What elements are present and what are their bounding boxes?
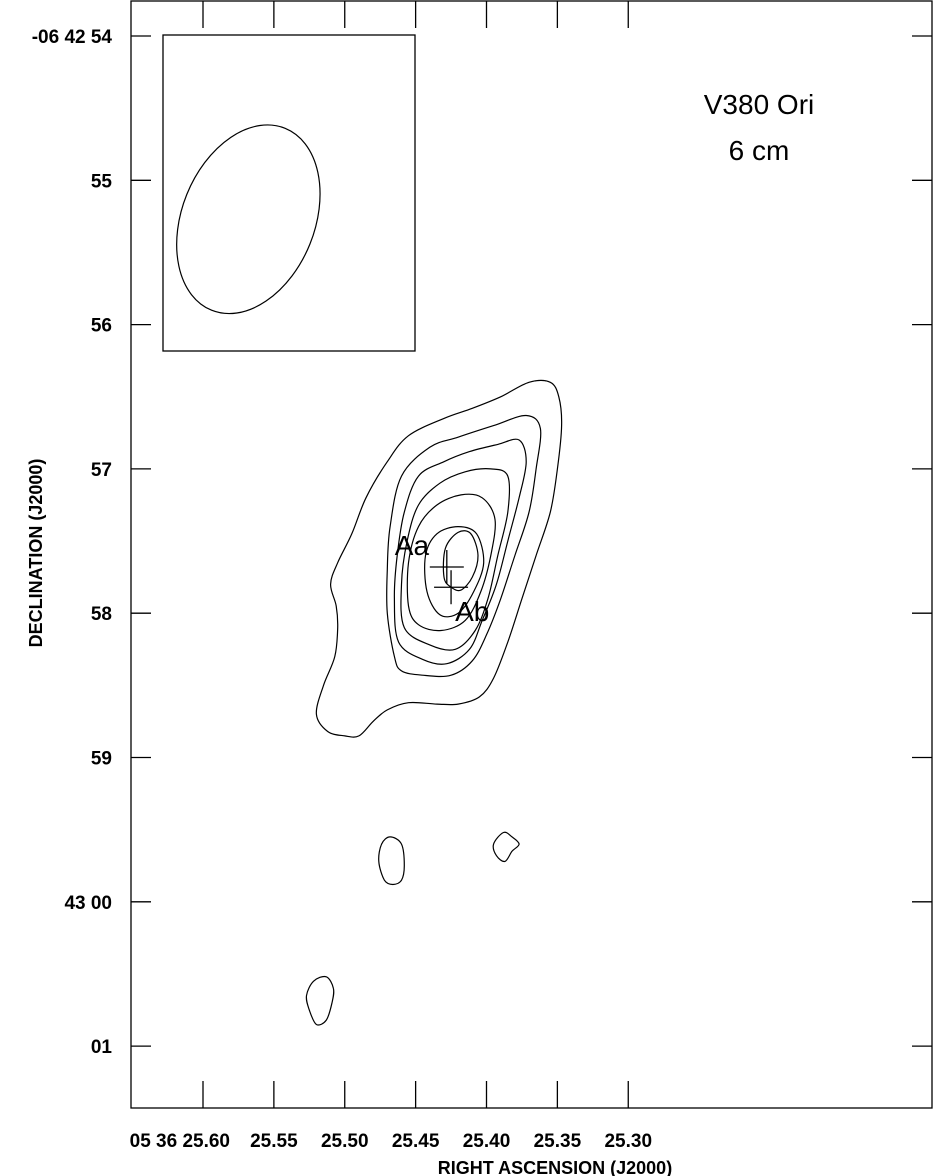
contour-level-4: [400, 468, 511, 651]
contour-level-6: [424, 525, 485, 618]
title-line-1: V380 Ori: [704, 89, 815, 120]
x-tick-label-5: 25.35: [534, 1131, 582, 1152]
y-tick-label-3: 57: [91, 460, 112, 481]
y-tick-label-0: -06 42 54: [32, 27, 113, 48]
source-label-Ab: Ab: [455, 596, 489, 627]
x-axis-title: RIGHT ASCENSION (J2000): [438, 1158, 672, 1176]
beam-inset-box: [162, 34, 416, 352]
beam-inset: [162, 34, 416, 352]
contour-level-1: [315, 379, 563, 738]
contour-level-3: [393, 438, 527, 665]
contour-blob-2: [492, 831, 520, 863]
x-tick-labels: 05 36 25.60 25.55 25.50 25.45 25.40 25.35 25.3…: [130, 1131, 652, 1152]
contour-blob-1: [378, 836, 405, 886]
y-tick-label-4: 58: [91, 604, 112, 625]
plot-frame: [130, 0, 933, 1109]
y-tick-label-7: 01: [91, 1037, 113, 1058]
y-tick-label-5: 59: [91, 749, 112, 770]
sources-layer: Aa Ab: [395, 530, 490, 627]
x-tick-label-2: 25.50: [321, 1131, 369, 1152]
x-tick-label-3: 25.45: [392, 1131, 440, 1152]
contour-blob-3: [305, 975, 335, 1026]
y-axis-title: DECLINATION (J2000): [26, 459, 46, 648]
y-tick-label-1: 55: [91, 171, 113, 192]
y-tick-labels: -06 42 54 55 56 57 58 59 43 00 01: [32, 27, 113, 1058]
y-tick-label-2: 56: [91, 316, 112, 337]
beam-ellipse: [176, 124, 321, 315]
contour-level-2: [386, 414, 542, 678]
x-tick-label-1: 25.55: [250, 1131, 298, 1152]
y-tick-label-6: 43 00: [64, 893, 112, 914]
x-tick-label-4: 25.40: [463, 1131, 511, 1152]
contour-level-5: [406, 493, 496, 632]
source-label-Aa: Aa: [395, 530, 430, 561]
contour-level-7: [442, 530, 479, 592]
ticks-layer: [131, 1, 932, 1108]
title-line-2: 6 cm: [729, 135, 790, 166]
contours-layer: [305, 379, 563, 1026]
x-tick-label-6: 25.30: [604, 1131, 652, 1152]
x-tick-label-0: 05 36 25.60: [130, 1131, 230, 1152]
